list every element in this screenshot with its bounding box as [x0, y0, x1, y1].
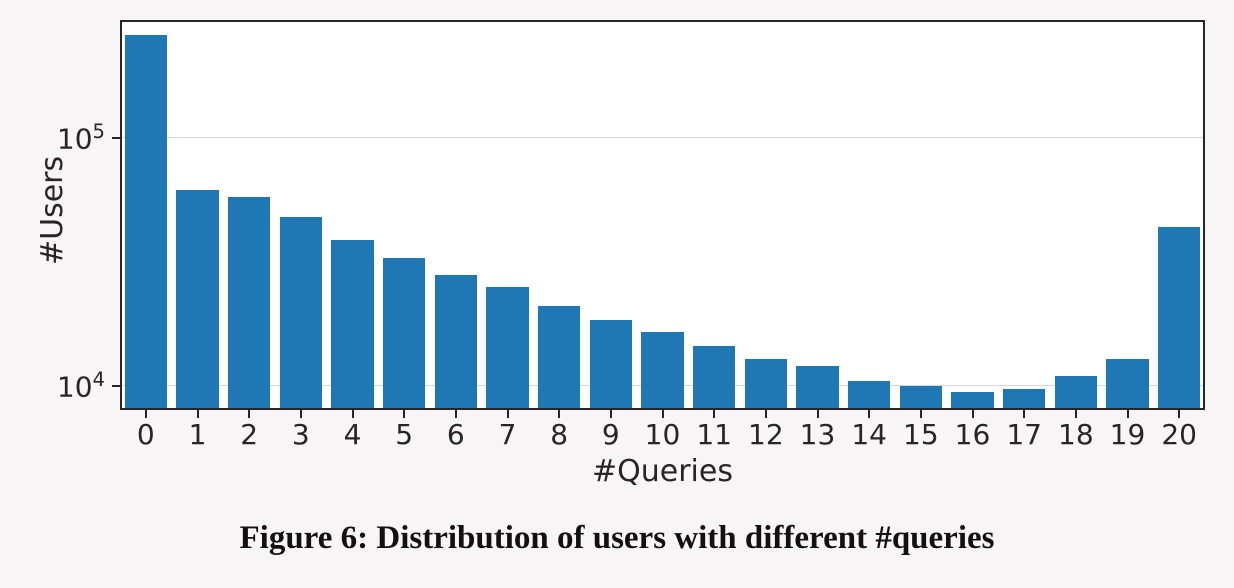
x-tick-mark: [197, 410, 199, 418]
x-tick-mark: [455, 410, 457, 418]
bar: [1055, 376, 1097, 410]
x-tick-label: 12: [740, 418, 792, 451]
bar: [796, 366, 838, 410]
bar: [538, 306, 580, 410]
x-tick-label: 1: [172, 418, 224, 451]
x-tick-mark: [558, 410, 560, 418]
x-tick-mark: [1075, 410, 1077, 418]
x-tick-mark: [248, 410, 250, 418]
x-tick-mark: [1178, 410, 1180, 418]
x-tick-label: 5: [378, 418, 430, 451]
x-tick-mark: [300, 410, 302, 418]
x-tick-label: 16: [947, 418, 999, 451]
x-tick-label: 4: [327, 418, 379, 451]
y-tick-mark: [112, 385, 120, 387]
y-tick-label: 104: [0, 368, 105, 403]
bar: [435, 275, 477, 410]
chart-plot-area: [120, 20, 1205, 410]
x-tick-mark: [817, 410, 819, 418]
x-tick-label: 15: [895, 418, 947, 451]
figure-caption: Figure 6: Distribution of users with dif…: [0, 520, 1234, 557]
bar: [900, 386, 942, 410]
x-tick-mark: [145, 410, 147, 418]
x-tick-label: 0: [120, 418, 172, 451]
bar: [745, 359, 787, 410]
bar: [280, 217, 322, 410]
x-axis-label: #Queries: [120, 454, 1205, 489]
bar: [228, 197, 270, 410]
x-tick-mark: [868, 410, 870, 418]
y-tick-mark: [112, 137, 120, 139]
bar: [176, 190, 218, 410]
x-tick-label: 13: [792, 418, 844, 451]
bar: [331, 240, 373, 410]
x-tick-mark: [972, 410, 974, 418]
bar: [1003, 389, 1045, 410]
x-tick-mark: [403, 410, 405, 418]
x-tick-label: 14: [843, 418, 895, 451]
y-axis-label: #Users: [35, 156, 70, 265]
x-tick-mark: [610, 410, 612, 418]
x-tick-label: 11: [688, 418, 740, 451]
bar: [590, 320, 632, 410]
gridline: [120, 137, 1205, 138]
x-tick-label: 3: [275, 418, 327, 451]
bar: [1158, 227, 1200, 410]
bar: [383, 258, 425, 410]
x-tick-mark: [713, 410, 715, 418]
x-tick-label: 2: [223, 418, 275, 451]
x-tick-label: 20: [1153, 418, 1205, 451]
x-tick-mark: [662, 410, 664, 418]
x-tick-label: 19: [1102, 418, 1154, 451]
x-tick-mark: [1127, 410, 1129, 418]
bar: [641, 332, 683, 410]
x-tick-label: 6: [430, 418, 482, 451]
x-tick-label: 9: [585, 418, 637, 451]
bar: [1106, 359, 1148, 410]
x-tick-mark: [352, 410, 354, 418]
x-tick-mark: [765, 410, 767, 418]
x-tick-mark: [507, 410, 509, 418]
x-tick-label: 7: [482, 418, 534, 451]
bar: [693, 346, 735, 410]
figure-container: #Users #Queries Figure 6: Distribution o…: [0, 0, 1234, 588]
x-tick-mark: [1023, 410, 1025, 418]
x-tick-label: 10: [637, 418, 689, 451]
x-tick-label: 17: [998, 418, 1050, 451]
x-tick-mark: [920, 410, 922, 418]
x-tick-label: 18: [1050, 418, 1102, 451]
y-tick-label: 105: [0, 120, 105, 155]
x-tick-label: 8: [533, 418, 585, 451]
bar: [486, 287, 528, 410]
bar: [848, 381, 890, 410]
bar: [951, 392, 993, 410]
bar: [125, 35, 167, 410]
